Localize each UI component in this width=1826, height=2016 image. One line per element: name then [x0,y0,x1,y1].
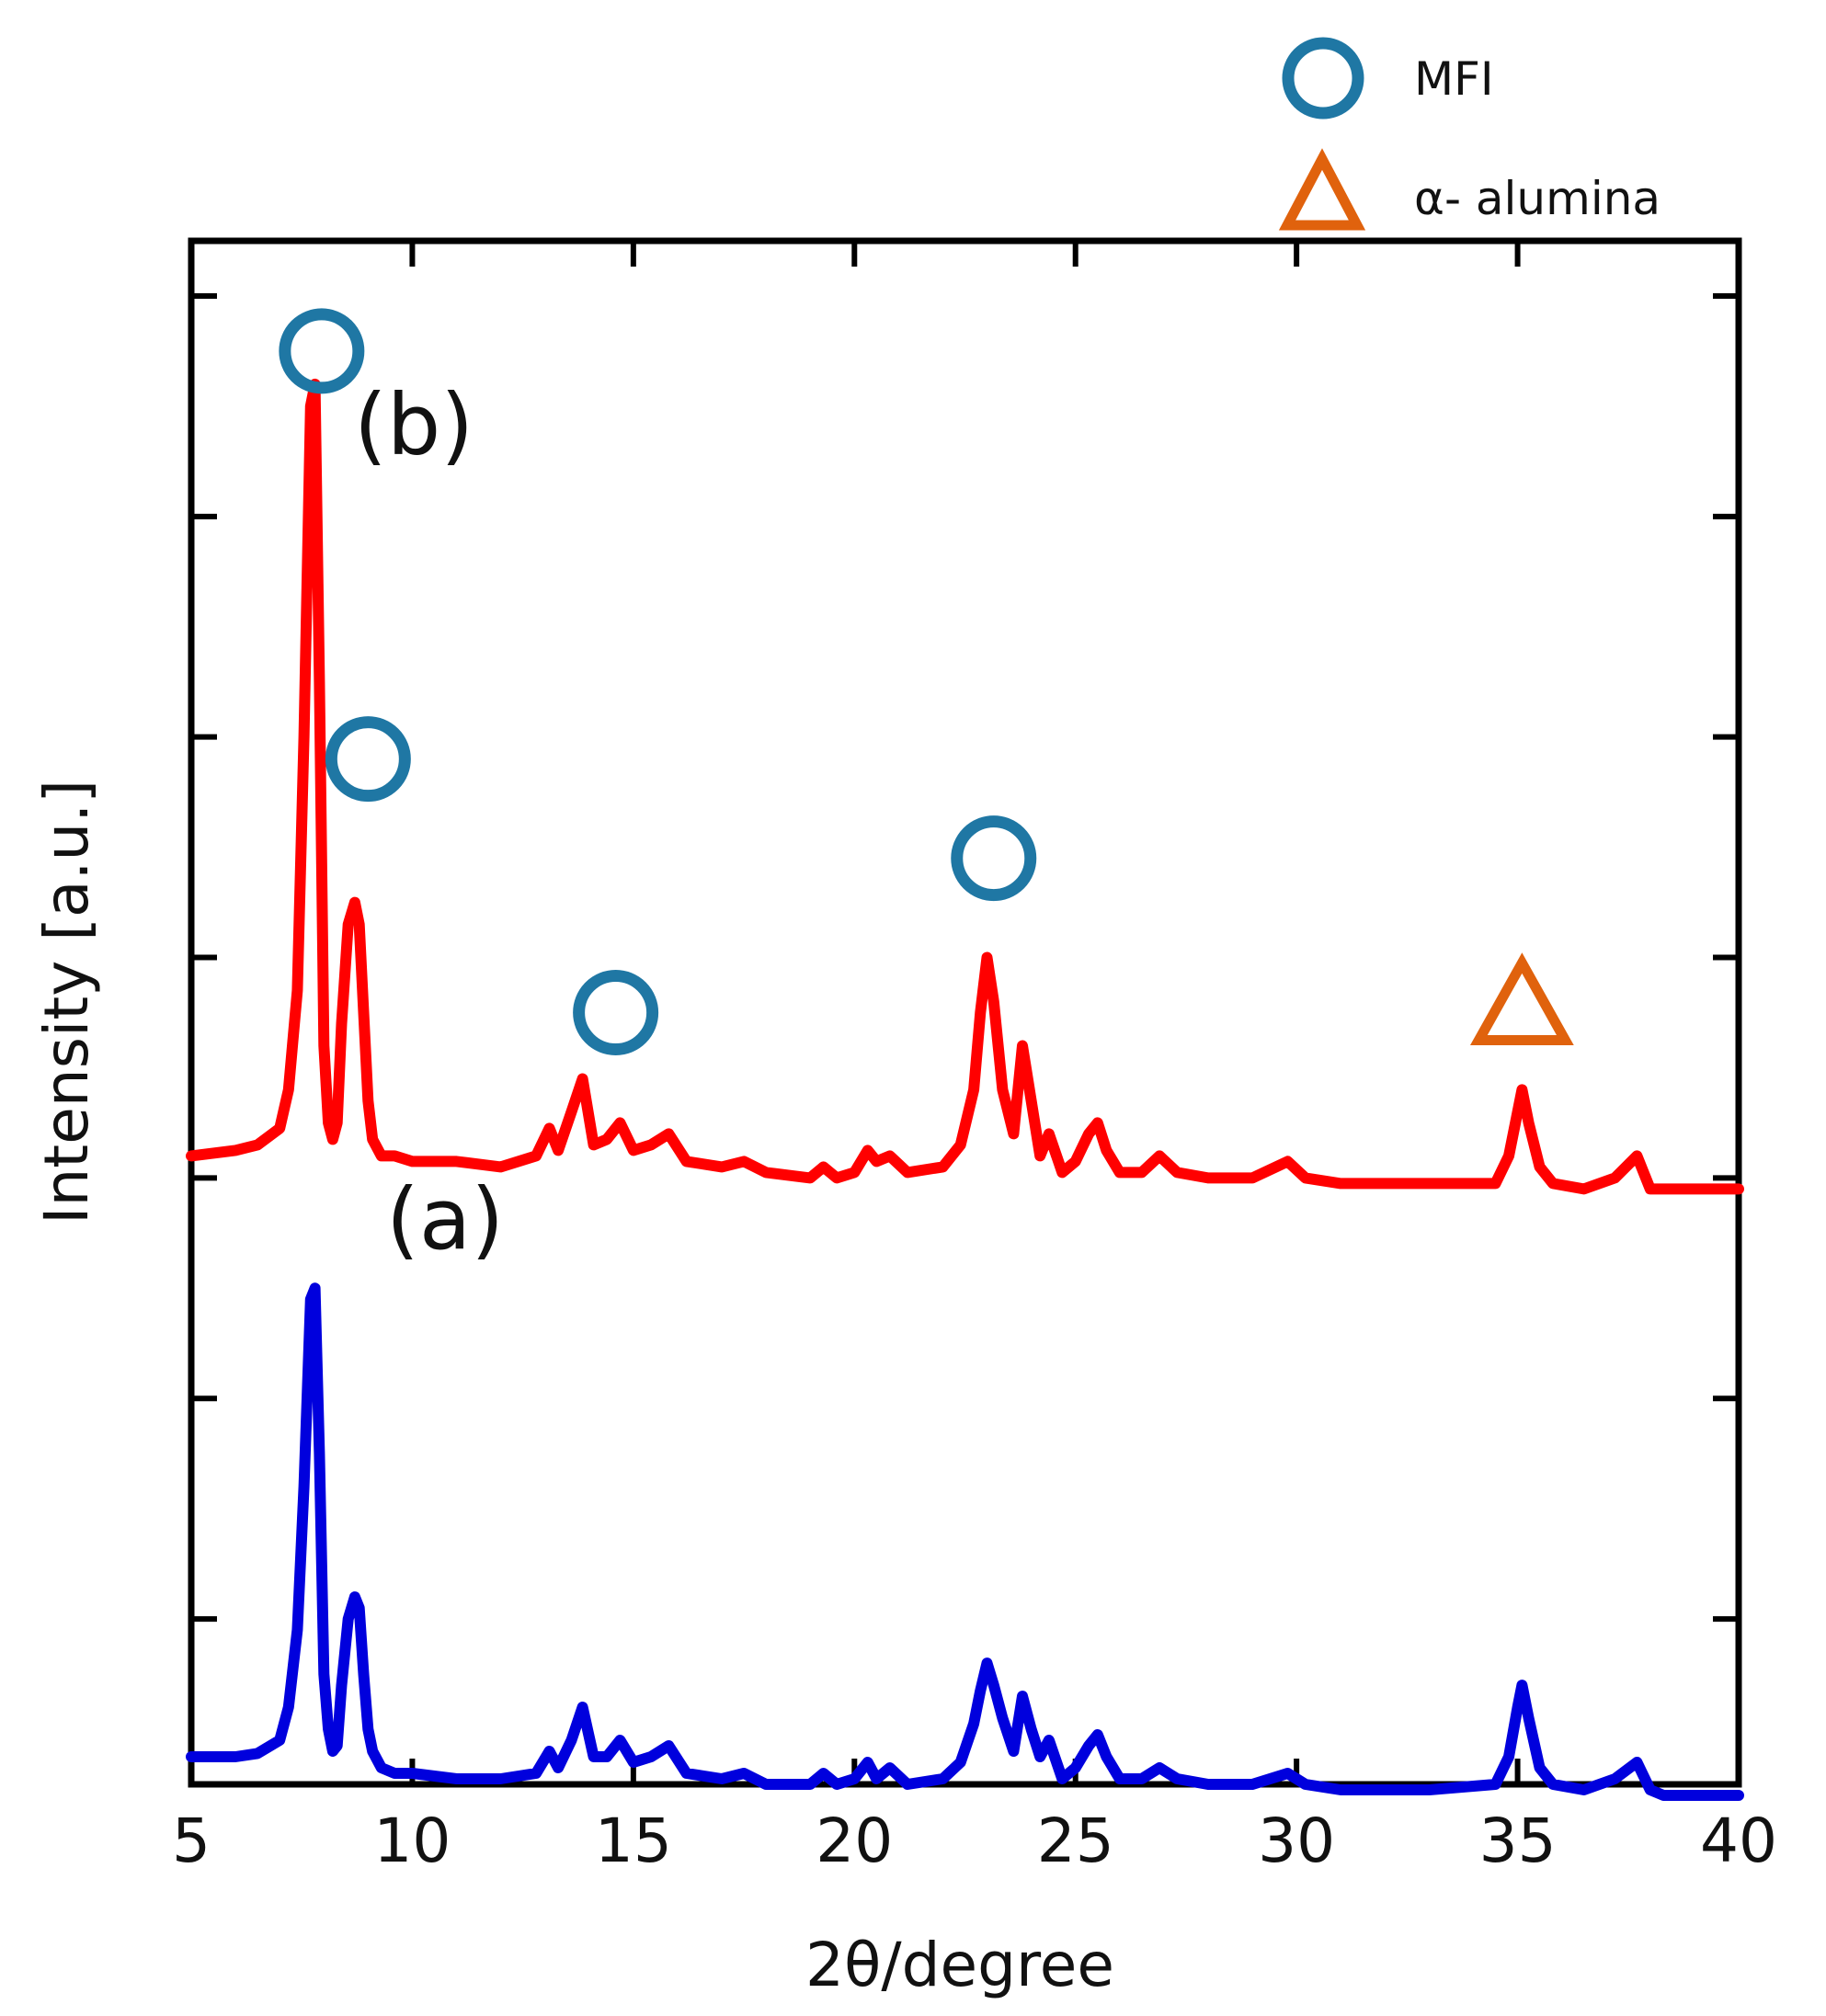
curve-label-a: (a) [386,1170,504,1269]
plot-frame [188,237,1742,1788]
x-tick-labels: 5 10 15 20 25 30 35 40 [172,1805,1777,1876]
series-layer [186,378,1744,1801]
x-axis-title: 2θ/degree [805,1930,1114,2000]
legend-alumina-triangle-icon [1278,148,1366,231]
x-tick-label: 35 [1479,1805,1557,1876]
x-tick-label: 5 [172,1805,211,1876]
legend-mfi-label: MFI [1414,52,1494,106]
legend-alumina-label: α- alumina [1414,172,1661,225]
x-tick-label: 40 [1700,1805,1777,1876]
curve-label-b: (b) [354,376,474,474]
y-axis-title: Intensity [a.u.] [31,780,102,1224]
legend-mfi-circle-icon [1282,37,1364,120]
mfi-peak-marker [325,716,411,803]
series-line-a [186,1282,1744,1801]
x-tick-label: 10 [373,1805,451,1876]
plot-border [188,237,1742,1788]
x-tick-label: 20 [816,1805,893,1876]
x-tick-label: 15 [595,1805,672,1876]
x-tick-label: 25 [1037,1805,1114,1876]
legend: MFI α- alumina [1278,37,1661,231]
mfi-peak-marker [279,308,365,394]
axis-ticks [188,241,1741,1784]
alumina-peak-marker [1470,952,1574,1046]
peak-annotations [279,308,1574,1055]
mfi-peak-marker [951,815,1037,902]
mfi-peak-marker [573,970,659,1055]
x-tick-label: 30 [1258,1805,1335,1876]
series-line-b [186,378,1744,1195]
